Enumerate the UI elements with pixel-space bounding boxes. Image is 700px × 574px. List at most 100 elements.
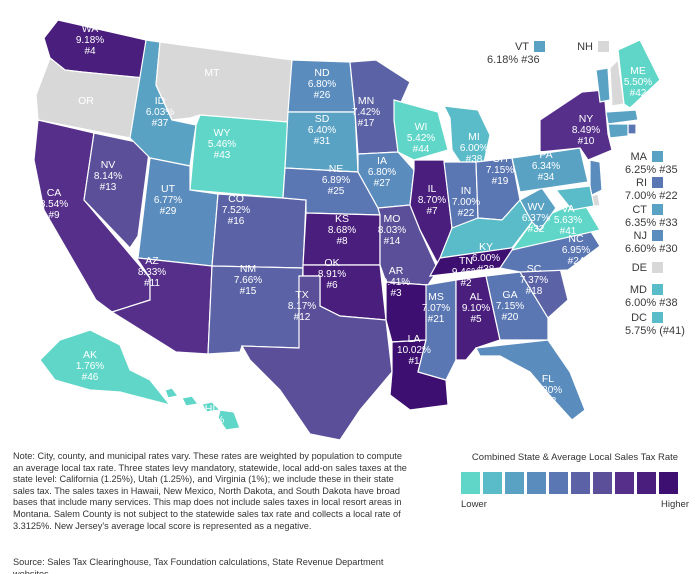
state-wy	[189, 114, 289, 199]
label-mi: MI6.00%#38	[460, 131, 488, 165]
state-rank: #10	[578, 136, 595, 147]
state-rate: 6.34%	[532, 161, 560, 172]
labels-layer: WA9.18%#4ORCA8.54%#9NV8.14%#13ID6.03%#37…	[40, 23, 652, 437]
state-rank: #15	[240, 286, 257, 297]
state-rate: 5.46%	[208, 139, 236, 150]
state-abbr: AL	[470, 291, 483, 303]
state-rank: #38	[466, 154, 483, 165]
state-abbr: PA	[539, 149, 552, 161]
state-rate: 9.10%	[462, 303, 490, 314]
state-rank: #3	[390, 288, 402, 299]
state-abbr: ID	[155, 95, 166, 107]
state-rate: 6.80%	[368, 167, 396, 178]
side-rate: 6.60% #30	[625, 243, 678, 255]
label-mt: MT	[204, 67, 220, 79]
legend-title: Combined State & Average Local Sales Tax…	[471, 452, 679, 463]
state-rank: #26	[314, 90, 331, 101]
state-rank: #43	[214, 150, 231, 161]
state-rank: #2	[460, 278, 472, 289]
legend-swatch	[461, 472, 480, 494]
label-ky: KY6.00%#38	[472, 241, 500, 275]
state-rate: 6.00%	[460, 143, 488, 154]
color-legend: Combined State & Average Local Sales Tax…	[461, 452, 689, 513]
state-rank: #32	[528, 224, 545, 235]
legend-high-label: Higher	[661, 499, 689, 510]
state-mt	[155, 41, 293, 123]
label-wv: WV6.37%#32	[522, 201, 550, 235]
state-abbr: WI	[415, 121, 428, 133]
label-nd: ND6.80%#26	[308, 67, 336, 101]
state-rank: #12	[294, 312, 311, 323]
state-rank: #8	[336, 236, 348, 247]
state-rate: 5.50%	[624, 77, 652, 88]
legend-low-label: Lower	[461, 499, 487, 510]
state-rank: #13	[100, 182, 117, 193]
label-co: CO7.52%#16	[222, 193, 250, 227]
state-rank: #9	[48, 210, 60, 221]
side-rate: 6.25% #35	[625, 164, 678, 176]
label-ca: CA8.54%#9	[40, 187, 68, 221]
label-nv: NV8.14%#13	[94, 159, 122, 193]
state-rank: #20	[502, 312, 519, 323]
state-rate: 5.42%	[407, 133, 435, 144]
side-label-nj: NJ6.60% #30	[625, 230, 678, 255]
side-rate: 7.00% #22	[625, 190, 678, 202]
state-abbr: NM	[240, 263, 256, 275]
side-label-ma: MA6.25% #35	[625, 151, 678, 176]
state-rank: #37	[152, 118, 169, 129]
label-ny: NY8.49%#10	[572, 113, 600, 147]
state-rank: #11	[144, 278, 160, 289]
state-tx	[240, 275, 393, 441]
side-swatch	[652, 230, 663, 241]
state-rank: #14	[384, 236, 401, 247]
state-rate: 8.54%	[40, 199, 68, 210]
state-abbr: SD	[315, 113, 330, 125]
state-rank: #1	[408, 356, 420, 367]
state-abbr: KS	[335, 213, 349, 225]
state-vt	[595, 67, 611, 103]
state-rate: 7.00%	[452, 197, 480, 208]
state-rate: 6.37%	[522, 213, 550, 224]
state-ct	[607, 123, 629, 139]
label-nc: NC6.95%#24	[562, 233, 590, 267]
state-rank: #6	[326, 280, 338, 291]
state-abbr: ME	[630, 65, 646, 77]
state-ny	[539, 89, 613, 161]
side-swatch	[652, 312, 663, 323]
state-rank: #16	[228, 216, 245, 227]
state-rate: 8.68%	[328, 225, 356, 236]
state-rank: #42	[630, 88, 647, 99]
state-rate: 7.52%	[222, 205, 250, 216]
state-rate: 7.15%	[496, 301, 524, 312]
side-abbr: CT	[632, 204, 647, 216]
side-swatch	[652, 262, 663, 273]
side-label-md: MD6.00% #38	[625, 284, 678, 309]
state-rate: 6.80%	[534, 385, 562, 396]
state-rank: #19	[492, 176, 509, 187]
state-rank: #22	[458, 208, 475, 219]
label-sd: SD6.40%#31	[308, 113, 336, 147]
legend-swatch	[615, 472, 634, 494]
state-rank: #29	[160, 206, 177, 217]
side-label-nh: NH	[577, 41, 609, 53]
state-rate: 8.91%	[318, 269, 346, 280]
state-rate: 4.35%	[196, 415, 224, 426]
label-ar: AR9.41%#3	[382, 265, 410, 299]
state-rate: 6.95%	[562, 245, 590, 256]
state-abbr: OR	[78, 95, 94, 107]
state-rate: 9.41%	[382, 277, 410, 288]
legend-swatch	[637, 472, 656, 494]
state-va	[510, 199, 601, 251]
state-abbr: AZ	[145, 255, 159, 267]
label-ok: OK8.91%#6	[318, 257, 346, 291]
state-rate: 6.03%	[146, 107, 174, 118]
state-ma	[605, 109, 639, 125]
state-rate: 1.76%	[76, 361, 104, 372]
label-ak: AK1.76%#46	[76, 349, 104, 383]
label-ga: GA7.15%#20	[496, 289, 524, 323]
state-abbr: NY	[579, 113, 594, 125]
state-rank: #18	[526, 286, 543, 297]
